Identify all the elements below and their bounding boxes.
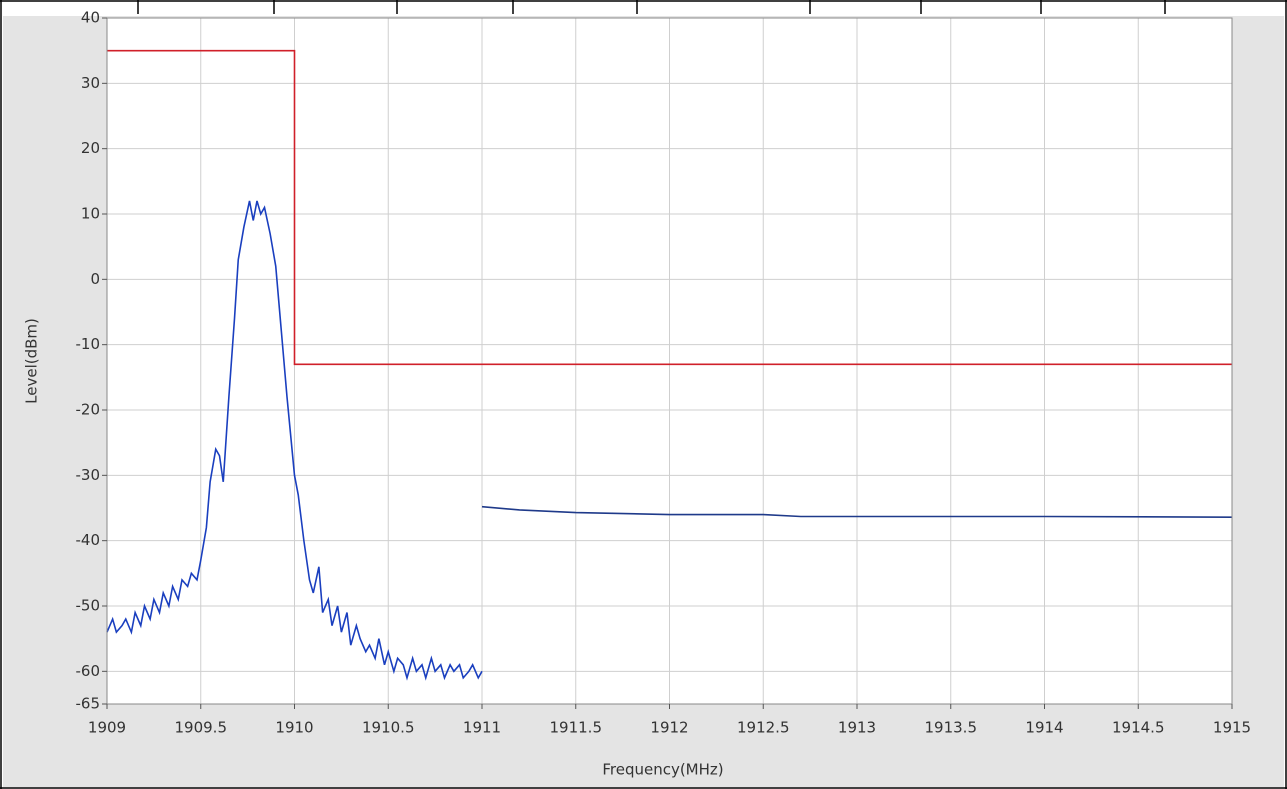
x-tick-label: 1911: [463, 719, 501, 737]
x-axis-label: Frequency(MHz): [602, 761, 723, 779]
y-tick-label: 10: [81, 205, 100, 223]
lines: [106, 49, 1233, 681]
y-tick-label: -50: [76, 597, 101, 615]
x-tick-label: 1910.5: [362, 719, 415, 737]
y-tick-label: -60: [76, 662, 101, 680]
x-tick-label: 1911.5: [550, 719, 603, 737]
x-tick-label: 1914.5: [1112, 719, 1165, 737]
y-tick-label: -65: [76, 695, 101, 713]
x-tick-label: 1910: [275, 719, 313, 737]
x-tick-label: 1912: [650, 719, 688, 737]
y-tick-label: 30: [81, 74, 100, 92]
y-axis-label: Level(dBm): [23, 318, 41, 404]
x-tick-label: 1915: [1213, 719, 1251, 737]
y-tick-label: 0: [90, 270, 100, 288]
x-tick-label: 1909: [88, 719, 126, 737]
x-tick-label: 1913.5: [925, 719, 978, 737]
series-line: [481, 505, 1233, 518]
x-tick-label: 1909.5: [175, 719, 228, 737]
series-line: [106, 200, 483, 681]
x-tick-label: 1914: [1025, 719, 1063, 737]
y-tick-label: -40: [76, 531, 101, 549]
y-tick-label: -10: [76, 335, 101, 353]
x-tick-label: 1913: [838, 719, 876, 737]
y-tick-label: 40: [81, 9, 100, 27]
x-tick-label: 1912.5: [737, 719, 790, 737]
y-tick-label: 20: [81, 139, 100, 157]
y-tick-label: -20: [76, 401, 101, 419]
series-line: [107, 49, 1232, 366]
y-tick-label: -30: [76, 466, 101, 484]
